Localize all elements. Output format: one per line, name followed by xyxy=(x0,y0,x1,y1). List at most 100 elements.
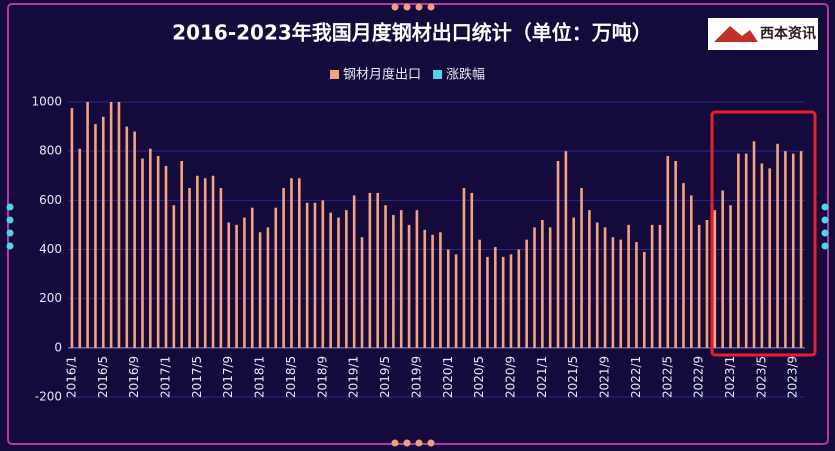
y-tick-label: -200 xyxy=(35,390,62,404)
bar xyxy=(86,102,89,348)
bar xyxy=(556,161,560,348)
bar xyxy=(352,195,356,348)
x-tick-label: 2022/1 xyxy=(629,356,643,398)
x-tick-label: 2018/1 xyxy=(253,356,267,398)
bar xyxy=(541,220,544,348)
bar xyxy=(533,227,536,348)
bar xyxy=(611,237,615,348)
bar xyxy=(439,232,442,348)
bar xyxy=(501,256,505,348)
logo-icon xyxy=(714,26,758,42)
bar xyxy=(697,224,701,348)
bar xyxy=(682,183,685,348)
bar xyxy=(164,165,168,348)
x-tick-label: 2021/9 xyxy=(598,356,612,398)
bar xyxy=(799,151,803,348)
y-tick-label: 600 xyxy=(39,193,62,207)
bar xyxy=(729,205,732,348)
bar xyxy=(297,178,301,348)
bar xyxy=(517,249,521,348)
legend-label: 钢材月度出口 xyxy=(343,67,421,83)
bar xyxy=(470,192,474,348)
bar xyxy=(94,124,97,348)
bar xyxy=(635,242,638,348)
bar xyxy=(133,131,136,348)
bar xyxy=(219,188,223,348)
bar xyxy=(478,239,481,348)
bar xyxy=(258,232,262,348)
bar xyxy=(188,188,191,348)
bar xyxy=(345,210,348,348)
bar xyxy=(101,116,105,348)
bar xyxy=(235,224,238,348)
x-tick-label: 2017/9 xyxy=(221,356,235,398)
x-tick-label: 2021/5 xyxy=(566,356,580,398)
legend-label: 涨跌幅 xyxy=(446,67,485,83)
y-tick-label: 1000 xyxy=(31,95,62,109)
bar xyxy=(243,217,246,348)
x-tick-label: 2020/5 xyxy=(472,356,486,398)
x-tick-label: 2023/1 xyxy=(723,356,737,398)
bar xyxy=(721,190,724,348)
bar xyxy=(705,220,709,348)
x-tick-label: 2016/9 xyxy=(127,356,141,398)
x-tick-label: 2022/9 xyxy=(692,356,706,398)
bar xyxy=(768,168,772,348)
x-tick-label: 2019/5 xyxy=(378,356,392,398)
bar xyxy=(266,227,270,348)
x-tick-label: 2021/1 xyxy=(535,356,549,398)
y-tick-label: 800 xyxy=(39,144,62,158)
bar xyxy=(525,239,528,348)
bar xyxy=(368,192,372,348)
bar xyxy=(149,148,152,348)
bar xyxy=(180,161,183,348)
x-tick-label: 2017/1 xyxy=(159,356,173,398)
bar xyxy=(548,227,552,348)
bar xyxy=(250,207,254,348)
bar xyxy=(109,102,113,348)
x-tick-label: 2016/5 xyxy=(96,356,110,398)
x-tick-label: 2020/9 xyxy=(503,356,517,398)
bar xyxy=(211,175,215,348)
x-tick-label: 2023/5 xyxy=(754,356,768,398)
bar xyxy=(329,212,332,348)
bar xyxy=(423,229,427,348)
chart-title: 2016-2023年我国月度钢材出口统计（单位：万吨） xyxy=(172,21,652,45)
bar xyxy=(227,222,231,348)
x-tick-label: 2016/1 xyxy=(64,356,78,398)
bar xyxy=(642,251,646,348)
legend-swatch xyxy=(330,70,339,79)
bar xyxy=(384,205,387,348)
bar xyxy=(274,207,278,348)
x-tick-label: 2018/5 xyxy=(284,356,298,398)
bar xyxy=(446,249,450,348)
bar xyxy=(305,202,309,348)
bar xyxy=(117,102,121,348)
bar xyxy=(407,224,411,348)
bar xyxy=(690,195,693,348)
bar xyxy=(196,175,199,348)
bar xyxy=(360,237,364,348)
bar xyxy=(737,153,740,348)
bar xyxy=(603,227,607,348)
highlight-box xyxy=(710,110,817,357)
bar xyxy=(392,215,395,348)
bar xyxy=(462,188,466,348)
y-tick-label: 400 xyxy=(39,242,62,256)
bar xyxy=(588,210,591,348)
x-tick-label: 2022/5 xyxy=(660,356,674,398)
x-tick-label: 2019/9 xyxy=(409,356,423,398)
bar xyxy=(321,200,325,348)
bar xyxy=(125,126,129,348)
bar xyxy=(572,217,576,348)
bar xyxy=(337,217,340,348)
bar xyxy=(791,153,795,348)
bar xyxy=(650,224,654,348)
bar xyxy=(78,148,82,348)
bar xyxy=(666,156,670,348)
bar xyxy=(776,143,779,348)
bar xyxy=(486,256,489,348)
bar xyxy=(494,247,497,348)
x-tick-label: 2017/5 xyxy=(190,356,204,398)
x-tick-label: 2018/9 xyxy=(315,356,329,398)
